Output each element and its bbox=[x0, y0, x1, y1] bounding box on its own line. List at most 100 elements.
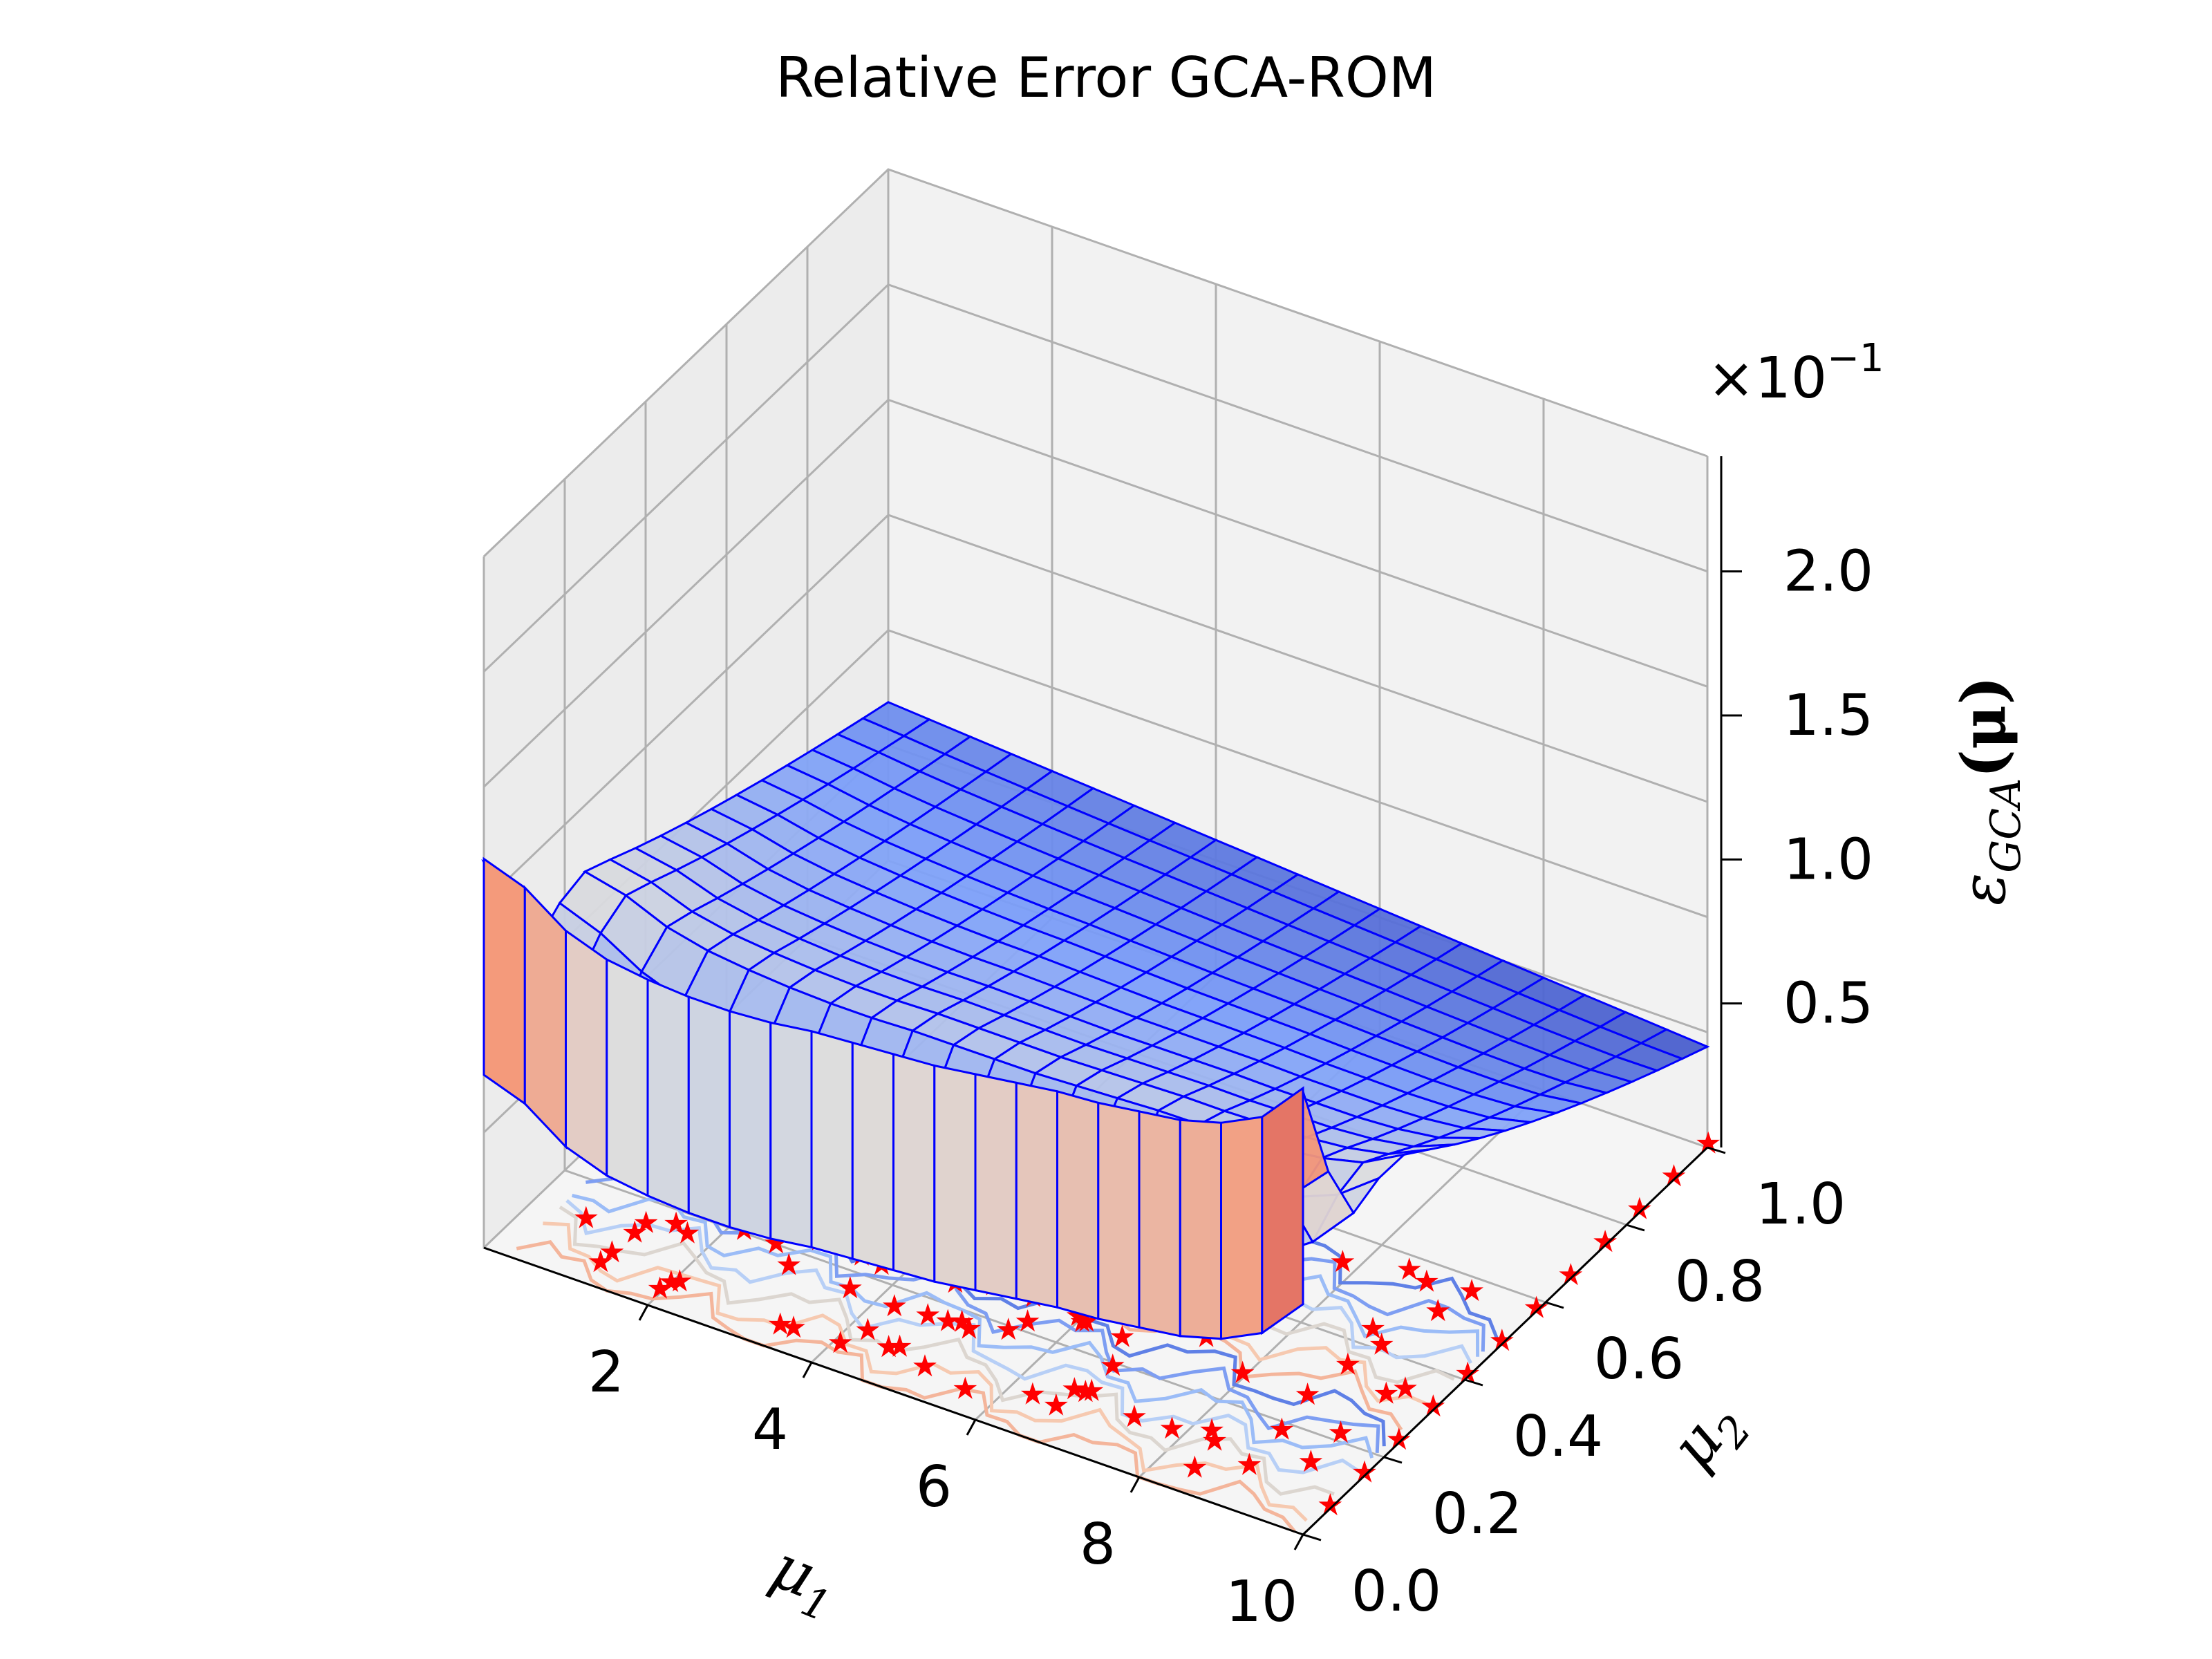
y-axis-line bbox=[1302, 1146, 1709, 1536]
z-axis-multiplier: ×10−1 bbox=[1707, 336, 1884, 411]
training-point: ★ bbox=[775, 1248, 802, 1283]
surface-front-patch bbox=[523, 885, 567, 1150]
training-point: ★ bbox=[1061, 1371, 1088, 1407]
training-point: ★ bbox=[1373, 1376, 1400, 1411]
training-point: ★ bbox=[666, 1264, 693, 1299]
surface-front-patch bbox=[769, 1021, 813, 1249]
training-point: ★ bbox=[836, 1271, 863, 1306]
training-point: ★ bbox=[1327, 1415, 1354, 1450]
training-point: ★ bbox=[1413, 1264, 1440, 1300]
training-point: ★ bbox=[599, 1235, 626, 1270]
training-point: ★ bbox=[955, 1311, 982, 1347]
grid-line bbox=[482, 514, 1708, 903]
surface-front-patch bbox=[1056, 1089, 1100, 1320]
training-point: ★ bbox=[1297, 1444, 1324, 1479]
training-point: ★ bbox=[1268, 1412, 1295, 1447]
x-tick bbox=[1130, 1477, 1141, 1493]
y-tick bbox=[1626, 1224, 1645, 1232]
training-point: ★ bbox=[674, 1216, 701, 1251]
x-tick-label: 8 bbox=[1080, 1512, 1116, 1577]
error-surface bbox=[481, 701, 1710, 1340]
training-point: ★ bbox=[1159, 1411, 1185, 1446]
surface-front-patch bbox=[892, 1053, 936, 1284]
surface-front-patch bbox=[851, 1041, 894, 1272]
training-point: ★ bbox=[886, 1329, 913, 1365]
training-point: ★ bbox=[1181, 1450, 1208, 1485]
z-tick-label: 2.0 bbox=[1783, 539, 1873, 605]
training-point: ★ bbox=[587, 1244, 614, 1280]
surface-front-patch bbox=[1220, 1116, 1264, 1340]
grid-line bbox=[482, 168, 1708, 558]
training-point: ★ bbox=[881, 1288, 908, 1324]
y-tick bbox=[1707, 1146, 1726, 1154]
x-tick bbox=[1293, 1534, 1304, 1550]
training-point: ★ bbox=[1458, 1273, 1485, 1309]
y-tick-label: 0.4 bbox=[1513, 1404, 1603, 1470]
grid-line bbox=[482, 283, 1708, 673]
training-point: ★ bbox=[952, 1371, 979, 1407]
surface-front-patch bbox=[646, 977, 690, 1215]
contour-line bbox=[543, 1221, 1308, 1522]
training-point: ★ bbox=[1042, 1387, 1069, 1423]
training-point: ★ bbox=[1099, 1348, 1126, 1383]
contour-line bbox=[559, 1206, 1335, 1496]
training-point: ★ bbox=[1201, 1423, 1228, 1459]
y-tick-label: 0.0 bbox=[1351, 1559, 1441, 1624]
training-point: ★ bbox=[1396, 1252, 1423, 1287]
surface-front-patch bbox=[565, 928, 608, 1178]
y-tick bbox=[1464, 1378, 1483, 1387]
contour-line bbox=[585, 1174, 1380, 1454]
y-tick bbox=[1383, 1456, 1403, 1464]
training-point: ★ bbox=[1121, 1399, 1147, 1434]
training-point: ★ bbox=[1014, 1304, 1041, 1339]
surface-front-patch bbox=[687, 995, 731, 1229]
grid-line bbox=[482, 398, 1708, 788]
x-tick bbox=[966, 1419, 977, 1436]
surface-front-patch bbox=[729, 1009, 772, 1240]
surface-front-patch bbox=[1015, 1081, 1058, 1309]
z-tick-label: 0.5 bbox=[1783, 971, 1873, 1037]
surface-front-patch bbox=[1097, 1101, 1141, 1329]
contour-line bbox=[565, 1199, 1360, 1474]
training-point: ★ bbox=[657, 1264, 684, 1300]
z-tick-label: 1.5 bbox=[1783, 683, 1873, 749]
training-point: ★ bbox=[1368, 1327, 1395, 1362]
training-point: ★ bbox=[572, 1201, 599, 1236]
y-tick-label: 0.2 bbox=[1432, 1481, 1522, 1547]
training-point: ★ bbox=[1334, 1347, 1361, 1382]
training-point: ★ bbox=[1359, 1311, 1386, 1347]
training-point: ★ bbox=[780, 1310, 807, 1345]
contour-line bbox=[572, 1193, 1374, 1459]
surface-front-patch bbox=[606, 957, 649, 1198]
x-tick-label: 10 bbox=[1226, 1569, 1297, 1635]
training-point: ★ bbox=[1391, 1371, 1418, 1406]
training-point: ★ bbox=[934, 1304, 961, 1339]
y-tick-label: 1.0 bbox=[1756, 1172, 1846, 1237]
training-point: ★ bbox=[914, 1297, 941, 1333]
training-point: ★ bbox=[995, 1312, 1022, 1347]
training-point: ★ bbox=[854, 1312, 881, 1347]
training-point: ★ bbox=[1294, 1377, 1321, 1412]
y-tick bbox=[1545, 1301, 1564, 1309]
training-point: ★ bbox=[1236, 1447, 1263, 1482]
training-point: ★ bbox=[1229, 1356, 1256, 1391]
x-tick-label: 4 bbox=[752, 1397, 788, 1463]
training-point: ★ bbox=[948, 1304, 975, 1340]
training-point: ★ bbox=[1329, 1244, 1356, 1280]
surface-front-patch bbox=[1179, 1118, 1222, 1340]
y-tick bbox=[1302, 1533, 1322, 1541]
x-tick-label: 2 bbox=[588, 1340, 624, 1405]
training-point: ★ bbox=[646, 1271, 673, 1306]
surface-front-patch bbox=[933, 1064, 977, 1292]
surface-front-patch bbox=[1138, 1109, 1181, 1338]
training-point: ★ bbox=[632, 1205, 659, 1240]
axes: 2 4 6 8 10 0.0 0.2 0.4 0.6 0.8 1.0 0.5 1.0 1.5 2.0 bbox=[483, 456, 1873, 1635]
training-point: ★ bbox=[827, 1325, 854, 1360]
y-tick-label: 0.6 bbox=[1594, 1327, 1684, 1392]
training-point: ★ bbox=[1072, 1374, 1099, 1409]
training-point: ★ bbox=[621, 1215, 648, 1250]
training-point: ★ bbox=[767, 1307, 794, 1342]
x-tick-label: 6 bbox=[916, 1454, 952, 1520]
z-tick-label: 1.0 bbox=[1783, 827, 1873, 892]
